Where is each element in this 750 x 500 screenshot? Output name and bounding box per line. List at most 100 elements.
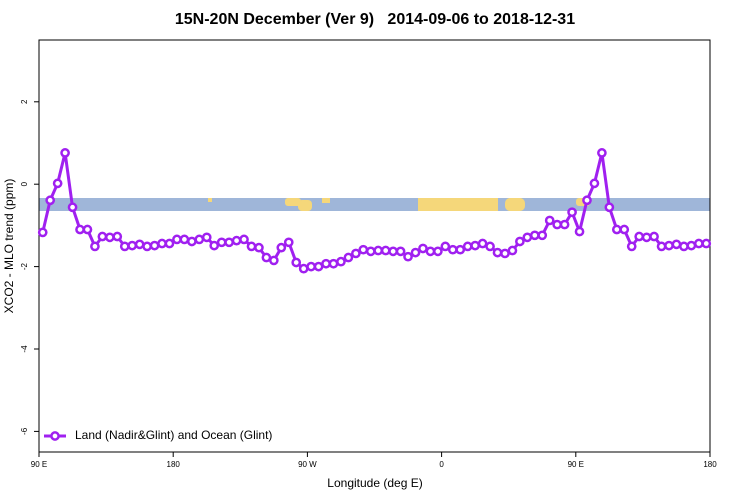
data-point	[291, 257, 302, 268]
data-point	[336, 256, 346, 267]
data-point	[67, 202, 78, 213]
land-patch	[322, 198, 330, 203]
data-point	[269, 255, 279, 266]
data-point	[589, 178, 600, 189]
data-point	[186, 236, 197, 247]
data-point	[283, 237, 294, 248]
data-point	[470, 240, 480, 251]
data-point	[254, 242, 264, 253]
data-point	[500, 248, 510, 259]
y-tick-label: 2	[20, 99, 29, 104]
data-point	[447, 244, 458, 255]
data-point	[656, 241, 667, 252]
data-point	[686, 240, 697, 251]
x-tick-label: 180	[703, 460, 717, 469]
data-point	[37, 227, 48, 238]
x-tick-label: 90 W	[298, 460, 317, 469]
data-point	[403, 251, 413, 262]
data-point	[149, 240, 160, 251]
data-point	[529, 230, 540, 241]
data-point	[261, 252, 272, 263]
data-point	[328, 258, 339, 269]
data-point	[455, 244, 466, 255]
data-point	[611, 224, 622, 235]
legend-label: Land (Nadir&Glint) and Ocean (Glint)	[75, 428, 272, 442]
y-tick-label: -6	[20, 427, 29, 435]
data-point	[246, 241, 257, 252]
data-point	[693, 238, 704, 249]
data-point	[604, 202, 615, 213]
data-point	[395, 246, 406, 257]
data-point	[537, 230, 548, 241]
data-point	[477, 238, 488, 249]
data-point	[567, 207, 577, 218]
data-point	[388, 246, 398, 257]
data-point	[172, 234, 182, 245]
data-point	[462, 241, 473, 252]
data-point	[298, 263, 309, 274]
chart-title: 15N-20N December (Ver 9) 2014-09-06 to 2…	[175, 11, 575, 28]
data-point	[45, 195, 56, 206]
data-point	[179, 234, 190, 245]
data-point	[351, 248, 361, 259]
data-point	[522, 232, 533, 243]
data-point	[112, 231, 123, 242]
data-point	[321, 258, 331, 269]
data-point	[619, 224, 630, 235]
data-point	[52, 178, 63, 189]
data-point	[104, 232, 115, 243]
data-point	[343, 252, 354, 263]
data-point	[492, 247, 503, 258]
data-point	[440, 241, 451, 252]
data-point	[544, 215, 555, 226]
data-point	[97, 231, 108, 242]
data-point	[597, 148, 607, 158]
data-point	[60, 148, 70, 158]
data-point	[410, 247, 421, 258]
x-tick-label: 0	[439, 460, 444, 469]
data-point	[224, 237, 234, 248]
data-point	[485, 241, 495, 252]
data-point	[127, 240, 138, 251]
data-point	[365, 246, 376, 257]
x-tick-label: 90 E	[31, 460, 47, 469]
data-point	[649, 231, 659, 242]
data-point	[671, 239, 682, 250]
data-point	[701, 238, 712, 249]
data-point	[134, 239, 145, 250]
data-point	[507, 245, 518, 256]
data-point	[582, 195, 592, 206]
land-patch	[208, 198, 212, 202]
x-tick-label: 90 E	[568, 460, 584, 469]
legend-swatch-marker	[50, 431, 60, 441]
ocean-band	[39, 198, 710, 211]
data-point	[358, 244, 369, 255]
y-axis-label: XCO2 - MLO trend (ppm)	[2, 179, 16, 314]
data-point	[433, 246, 443, 257]
data-point	[552, 219, 563, 230]
data-point	[425, 246, 436, 257]
data-point	[313, 261, 324, 272]
land-patch	[505, 198, 525, 211]
data-point	[418, 243, 428, 254]
data-point	[664, 240, 674, 251]
data-point	[641, 232, 652, 243]
data-point	[574, 226, 585, 237]
data-point	[679, 241, 689, 252]
data-point	[380, 245, 391, 256]
land-patch	[298, 200, 312, 211]
data-point	[634, 231, 645, 242]
data-point	[239, 234, 249, 245]
data-point	[306, 261, 316, 272]
data-point	[626, 241, 637, 252]
data-point	[90, 241, 100, 252]
land-patch	[418, 198, 498, 211]
data-point	[209, 240, 220, 251]
data-point	[559, 219, 570, 230]
map-strip	[39, 198, 710, 211]
data-point	[373, 245, 384, 256]
y-tick-label: -4	[20, 345, 29, 353]
x-axis-label: Longitude (deg E)	[327, 476, 422, 490]
